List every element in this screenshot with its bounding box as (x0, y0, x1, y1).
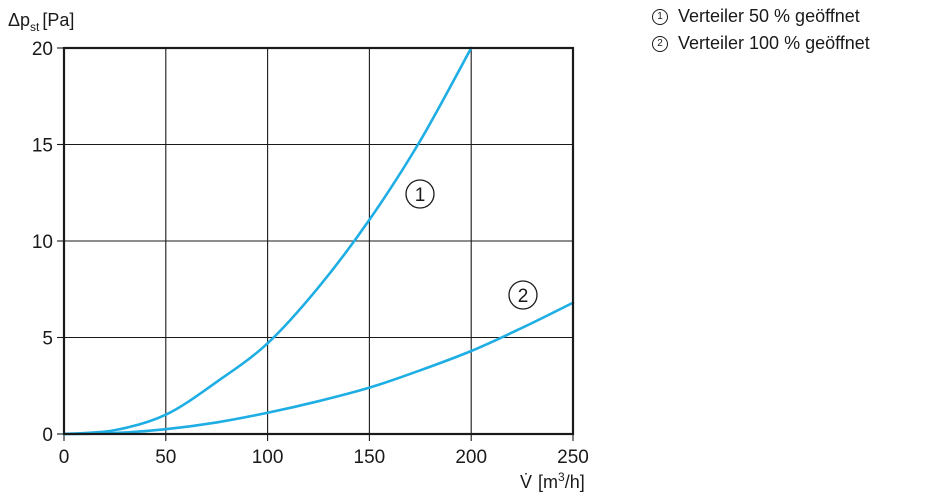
series-1-line (62, 46, 473, 436)
y-tick-label: 15 (32, 136, 53, 157)
series-1-marker: 1 (405, 179, 435, 209)
x-tick-label: 250 (557, 447, 589, 468)
x-axis-symbol: V̇ (520, 472, 532, 492)
legend: 1 Verteiler 50 % geöffnet 2 Verteiler 10… (652, 3, 870, 57)
y-tick-label: 5 (42, 329, 53, 350)
x-tick-label: 150 (354, 447, 386, 468)
x-axis-unit-post: /h] (565, 472, 585, 492)
grid (57, 47, 574, 441)
series-2-marker-circle (508, 280, 538, 310)
legend-item-2-label: Verteiler 100 % geöffnet (678, 33, 870, 53)
legend-item-1-number: 1 (652, 8, 668, 25)
series-2-marker: 2 (508, 280, 538, 310)
y-tick-label: 20 (32, 39, 53, 60)
x-axis-unit-pre: [m (538, 472, 558, 492)
x-tick-label: 50 (155, 447, 176, 468)
x-tick-label: 0 (59, 447, 70, 468)
y-axis-subscript: st (30, 20, 40, 34)
plot-frame (62, 46, 575, 436)
legend-item-1: 1 Verteiler 50 % geöffnet (652, 3, 870, 30)
y-axis-unit: [Pa] (42, 10, 74, 30)
series-1-marker-label: 1 (415, 185, 426, 206)
pressure-loss-chart: 0 50 100 150 200 250 0 5 10 15 20 Δpst [Pa] V̇ [m3/h… (8, 10, 589, 492)
series-2-marker-label: 2 (518, 286, 529, 307)
legend-item-2: 2 Verteiler 100 % geöffnet (652, 30, 870, 57)
x-tick-label: 200 (455, 447, 487, 468)
x-tick-label: 100 (252, 447, 284, 468)
x-axis-title: V̇ [m3/h] (520, 470, 585, 492)
legend-item-2-number: 2 (652, 35, 668, 52)
y-axis-title: Δpst [Pa] (8, 10, 74, 34)
series-1-marker-circle (405, 179, 435, 209)
y-axis-symbol: Δp (8, 10, 30, 30)
y-tick-label: 10 (32, 232, 53, 253)
legend-item-1-label: Verteiler 50 % geöffnet (678, 6, 860, 26)
series-2-line (62, 301, 575, 436)
y-tick-label: 0 (42, 425, 53, 446)
x-axis-unit-sup: 3 (558, 470, 565, 484)
curves (62, 46, 575, 436)
tick-labels: 0 50 100 150 200 250 0 5 10 15 20 (32, 39, 589, 468)
